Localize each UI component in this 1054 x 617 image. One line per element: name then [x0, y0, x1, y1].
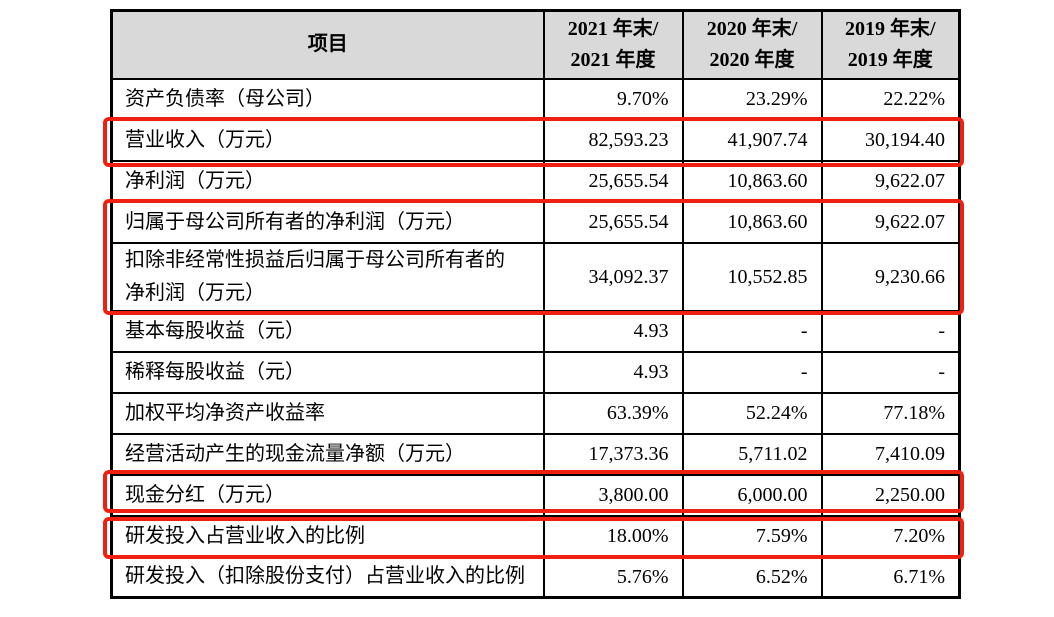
value-2020: 6.52% [681, 555, 823, 599]
value-2021: 5.76% [542, 555, 684, 599]
table-row-rd-ratio-excl-share-payment: 研发投入（扣除股份支付）占营业收入的比例 5.76% 6.52% 6.71% [110, 555, 961, 599]
value-2019: 22.22% [820, 77, 961, 121]
value-2021: 82,593.23 [542, 118, 684, 162]
value-2021: 4.93 [542, 350, 684, 394]
value-2020: 41,907.74 [681, 118, 823, 162]
value-2020: 10,863.60 [681, 159, 823, 203]
table-row-net-profit: 净利润（万元） 25,655.54 10,863.60 9,622.07 [110, 159, 961, 203]
table-row-cash-dividend: 现金分红（万元） 3,800.00 6,000.00 2,250.00 [110, 473, 961, 517]
value-2021: 4.93 [542, 309, 684, 353]
value-2021: 9.70% [542, 77, 684, 121]
table-row-operating-revenue: 营业收入（万元） 82,593.23 41,907.74 30,194.40 [110, 118, 961, 162]
row-label: 现金分红（万元） [110, 473, 545, 517]
table-row-rd-ratio: 研发投入占营业收入的比例 18.00% 7.59% 7.20% [110, 514, 961, 558]
value-2021: 63.39% [542, 391, 684, 435]
value-2019: 7.20% [820, 514, 961, 558]
value-2020: 5,711.02 [681, 432, 823, 476]
row-label: 研发投入（扣除股份支付）占营业收入的比例 [110, 555, 545, 599]
value-2021: 3,800.00 [542, 473, 684, 517]
table-row-weighted-roe: 加权平均净资产收益率 63.39% 52.24% 77.18% [110, 391, 961, 435]
value-2020: 10,552.85 [681, 241, 823, 312]
value-2020: 10,863.60 [681, 200, 823, 244]
value-2019: 77.18% [820, 391, 961, 435]
financial-indicators-table: 项目 2021 年末/ 2021 年度 2020 年末/ 2020 年度 201… [110, 9, 961, 599]
value-2021: 25,655.54 [542, 200, 684, 244]
table-row-net-profit-deducted: 扣除非经常性损益后归属于母公司所有者的 净利润（万元） 34,092.37 10… [110, 241, 961, 312]
value-2019: 7,410.09 [820, 432, 961, 476]
value-2019: - [820, 309, 961, 353]
value-2019: 6.71% [820, 555, 961, 599]
row-label: 基本每股收益（元） [110, 309, 545, 353]
value-2019: - [820, 350, 961, 394]
row-label: 净利润（万元） [110, 159, 545, 203]
header-2021-column: 2021 年末/ 2021 年度 [542, 9, 684, 80]
row-label: 归属于母公司所有者的净利润（万元） [110, 200, 545, 244]
table-row-operating-cash-flow: 经营活动产生的现金流量净额（万元） 17,373.36 5,711.02 7,4… [110, 432, 961, 476]
value-2020: - [681, 350, 823, 394]
value-2020: 23.29% [681, 77, 823, 121]
header-2020-column: 2020 年末/ 2020 年度 [681, 9, 823, 80]
value-2019: 2,250.00 [820, 473, 961, 517]
row-label: 资产负债率（母公司） [110, 77, 545, 121]
value-2020: - [681, 309, 823, 353]
row-label: 营业收入（万元） [110, 118, 545, 162]
table-header-row: 项目 2021 年末/ 2021 年度 2020 年末/ 2020 年度 201… [110, 9, 961, 80]
value-2019: 30,194.40 [820, 118, 961, 162]
value-2021: 18.00% [542, 514, 684, 558]
row-label: 扣除非经常性损益后归属于母公司所有者的 净利润（万元） [110, 241, 545, 312]
table-row-diluted-eps: 稀释每股收益（元） 4.93 - - [110, 350, 961, 394]
value-2019: 9,622.07 [820, 200, 961, 244]
header-item-column: 项目 [110, 9, 545, 80]
table-row-net-profit-parent: 归属于母公司所有者的净利润（万元） 25,655.54 10,863.60 9,… [110, 200, 961, 244]
value-2019: 9,230.66 [820, 241, 961, 312]
row-label: 稀释每股收益（元） [110, 350, 545, 394]
value-2020: 7.59% [681, 514, 823, 558]
row-label: 研发投入占营业收入的比例 [110, 514, 545, 558]
value-2021: 34,092.37 [542, 241, 684, 312]
value-2020: 52.24% [681, 391, 823, 435]
value-2021: 17,373.36 [542, 432, 684, 476]
row-label: 加权平均净资产收益率 [110, 391, 545, 435]
table-row-debt-ratio: 资产负债率（母公司） 9.70% 23.29% 22.22% [110, 77, 961, 121]
value-2020: 6,000.00 [681, 473, 823, 517]
value-2021: 25,655.54 [542, 159, 684, 203]
header-2019-column: 2019 年末/ 2019 年度 [820, 9, 961, 80]
row-label: 经营活动产生的现金流量净额（万元） [110, 432, 545, 476]
value-2019: 9,622.07 [820, 159, 961, 203]
table-row-basic-eps: 基本每股收益（元） 4.93 - - [110, 309, 961, 353]
